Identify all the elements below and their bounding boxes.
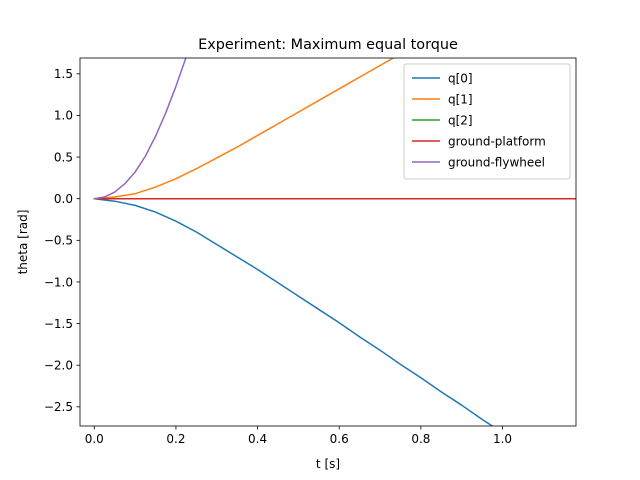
y-tick-label: −2.5 [44,400,73,414]
series-line-q-1 [93,58,395,200]
x-tick-label: 0.4 [248,432,267,446]
legend-label-q-1: q[1] [448,92,473,106]
y-axis-ticks: −2.5 −2.0 −1.5 −1.0 −0.5 0.0 0.5 1.0 1.5 [44,67,80,414]
legend-label-q-0: q[0] [448,71,473,85]
x-tick-label: 0.0 [85,432,104,446]
legend-box [403,63,571,180]
x-axis-label: t [s] [316,457,340,471]
x-axis-ticks: 0.0 0.2 0.4 0.6 0.8 1.0 [85,426,512,446]
y-tick-label: 1.0 [54,109,73,123]
y-axis-label: theta [rad] [16,210,30,275]
x-tick-label: 0.6 [330,432,349,446]
x-tick-label: 1.0 [493,432,512,446]
chart-title: Experiment: Maximum equal torque [198,37,458,53]
y-tick-label: −1.5 [44,317,73,331]
legend-label-ground-flywheel: ground-flywheel [448,155,545,169]
series-line-ground-flywheel [93,58,187,200]
series-line-q-0 [93,197,494,426]
plot-area-frame [79,57,577,427]
legend-label-ground-platform: ground-platform [448,134,546,148]
x-tick-label: 0.2 [166,432,185,446]
series-layer [93,58,576,426]
legend: q[0] q[1] q[2] ground-platform ground-flywhe… [403,63,571,180]
y-tick-label: −2.0 [44,359,73,373]
y-tick-label: −1.0 [44,275,73,289]
y-tick-label: −0.5 [44,234,73,248]
x-tick-label: 0.8 [411,432,430,446]
y-tick-label: 0.5 [54,150,73,164]
y-tick-label: 0.0 [54,192,73,206]
legend-label-q-2: q[2] [448,113,473,127]
y-tick-label: 1.5 [54,67,73,81]
